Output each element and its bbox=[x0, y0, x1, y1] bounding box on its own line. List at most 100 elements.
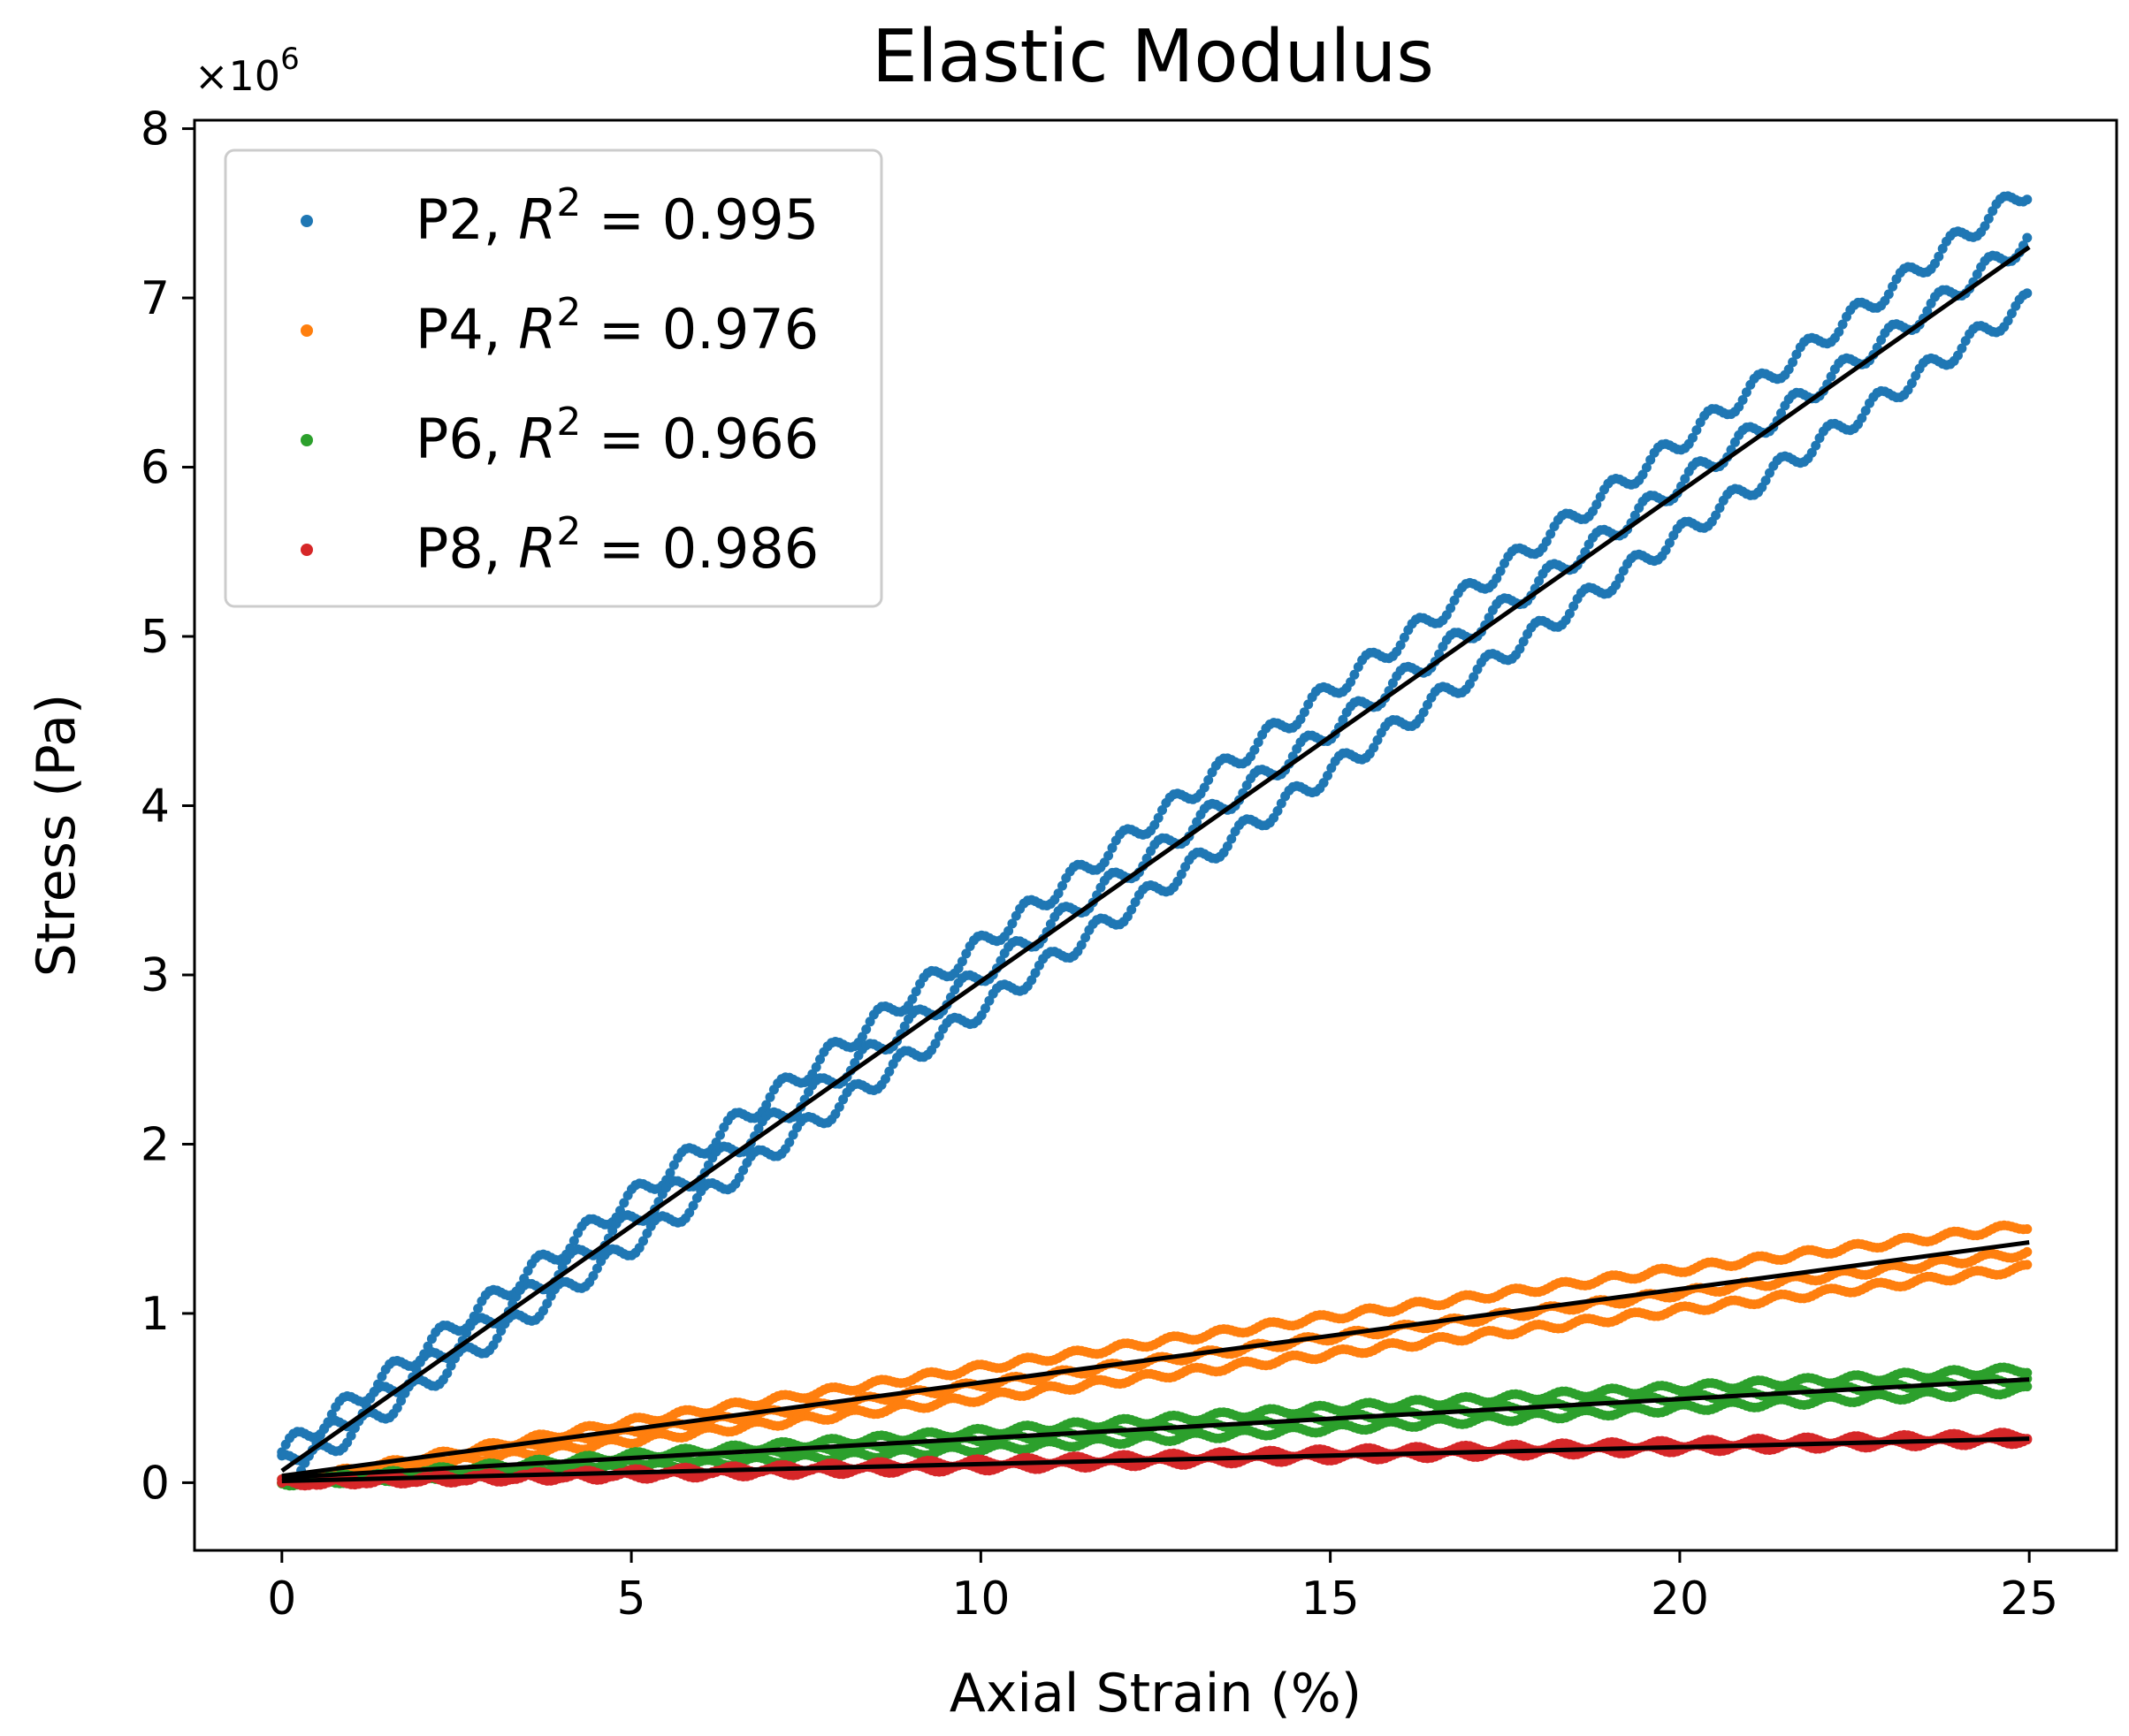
data-point bbox=[591, 1263, 602, 1274]
data-point bbox=[1834, 327, 1844, 337]
data-point bbox=[1199, 782, 1209, 793]
data-point bbox=[1272, 806, 1283, 816]
data-point bbox=[1568, 601, 1579, 612]
data-point bbox=[568, 1236, 579, 1246]
data-point bbox=[1423, 699, 1432, 710]
data-point bbox=[492, 1333, 502, 1344]
data-point bbox=[1226, 834, 1237, 844]
data-point bbox=[1783, 364, 1794, 375]
data-point bbox=[911, 986, 921, 997]
data-point bbox=[857, 1032, 867, 1042]
data-point bbox=[1953, 350, 1963, 361]
data-point bbox=[1303, 699, 1314, 710]
data-point bbox=[1276, 798, 1286, 809]
data-point bbox=[2022, 1382, 2033, 1392]
data-point bbox=[1983, 213, 1994, 224]
data-point bbox=[473, 1304, 484, 1313]
data-point bbox=[411, 1364, 422, 1374]
data-point bbox=[392, 1403, 402, 1413]
data-point bbox=[665, 1168, 675, 1178]
data-point bbox=[899, 1021, 910, 1032]
data-point bbox=[1534, 575, 1545, 586]
data-point bbox=[1957, 343, 1967, 354]
data-point bbox=[2022, 1224, 2033, 1234]
data-point bbox=[1492, 573, 1502, 583]
data-point bbox=[1691, 425, 1702, 436]
data-point bbox=[1349, 669, 1360, 680]
data-point bbox=[1076, 940, 1087, 950]
data-point bbox=[715, 1130, 725, 1140]
data-point bbox=[446, 1360, 456, 1371]
data-point bbox=[1126, 904, 1137, 915]
data-point bbox=[2006, 308, 2017, 319]
data-point bbox=[1645, 454, 1656, 465]
data-point bbox=[1937, 243, 1948, 254]
data-point bbox=[1811, 440, 1821, 451]
data-point bbox=[930, 1039, 941, 1049]
data-point bbox=[1395, 640, 1406, 651]
data-point bbox=[1157, 805, 1167, 815]
data-point bbox=[396, 1396, 407, 1406]
data-point bbox=[1680, 474, 1690, 484]
data-point bbox=[1107, 842, 1118, 853]
y-offset-text: ×106 bbox=[195, 42, 300, 100]
data-point bbox=[981, 1003, 990, 1014]
data-point bbox=[619, 1198, 630, 1208]
data-point bbox=[1057, 880, 1067, 891]
data-point bbox=[1934, 251, 1944, 262]
data-point bbox=[2022, 1260, 2033, 1270]
data-point bbox=[1192, 817, 1202, 827]
data-point bbox=[1641, 462, 1652, 473]
data-point bbox=[1564, 608, 1575, 619]
data-point bbox=[1053, 888, 1064, 899]
data-point bbox=[1911, 370, 1921, 381]
data-point bbox=[1760, 476, 1771, 486]
data-point bbox=[1629, 510, 1640, 521]
data-point bbox=[703, 1160, 713, 1170]
data-point bbox=[815, 1055, 825, 1064]
data-point bbox=[642, 1228, 652, 1238]
data-point bbox=[1806, 447, 1817, 458]
data-point bbox=[346, 1430, 356, 1441]
data-point bbox=[668, 1160, 679, 1170]
data-point bbox=[1837, 319, 1848, 330]
data-point bbox=[861, 1024, 872, 1034]
data-point bbox=[1614, 573, 1625, 583]
data-point bbox=[1299, 707, 1309, 718]
data-point bbox=[1080, 933, 1091, 943]
data-point bbox=[1711, 510, 1721, 521]
data-point bbox=[538, 1306, 548, 1316]
data-point bbox=[557, 1262, 568, 1273]
data-point bbox=[2022, 232, 2033, 243]
data-point bbox=[1826, 371, 1836, 382]
data-point bbox=[881, 1074, 890, 1085]
data-point bbox=[1857, 413, 1867, 423]
data-point bbox=[1906, 378, 1917, 389]
data-point bbox=[1222, 841, 1232, 851]
data-point bbox=[761, 1100, 772, 1110]
data-point bbox=[1637, 469, 1648, 480]
chart-title: Elastic Modulus bbox=[872, 15, 1434, 99]
data-point bbox=[1007, 918, 1018, 929]
data-point bbox=[1515, 643, 1525, 654]
y-offset-exponent: 6 bbox=[280, 42, 300, 77]
data-point bbox=[1369, 742, 1379, 753]
data-point bbox=[2003, 316, 2013, 326]
data-point bbox=[784, 1137, 795, 1147]
data-point bbox=[811, 1062, 821, 1072]
data-point bbox=[2022, 194, 2033, 205]
data-point bbox=[1484, 613, 1494, 623]
data-point bbox=[1495, 566, 1506, 576]
data-point bbox=[1346, 677, 1356, 688]
data-point bbox=[1469, 672, 1479, 682]
data-point bbox=[2022, 1246, 2033, 1257]
data-point bbox=[1741, 387, 1751, 398]
data-point bbox=[934, 1031, 944, 1041]
data-point bbox=[1595, 491, 1606, 502]
data-point bbox=[1788, 357, 1798, 368]
data-point bbox=[1737, 395, 1748, 405]
data-point bbox=[907, 994, 918, 1004]
data-point bbox=[1149, 819, 1160, 830]
data-point bbox=[1860, 406, 1871, 416]
